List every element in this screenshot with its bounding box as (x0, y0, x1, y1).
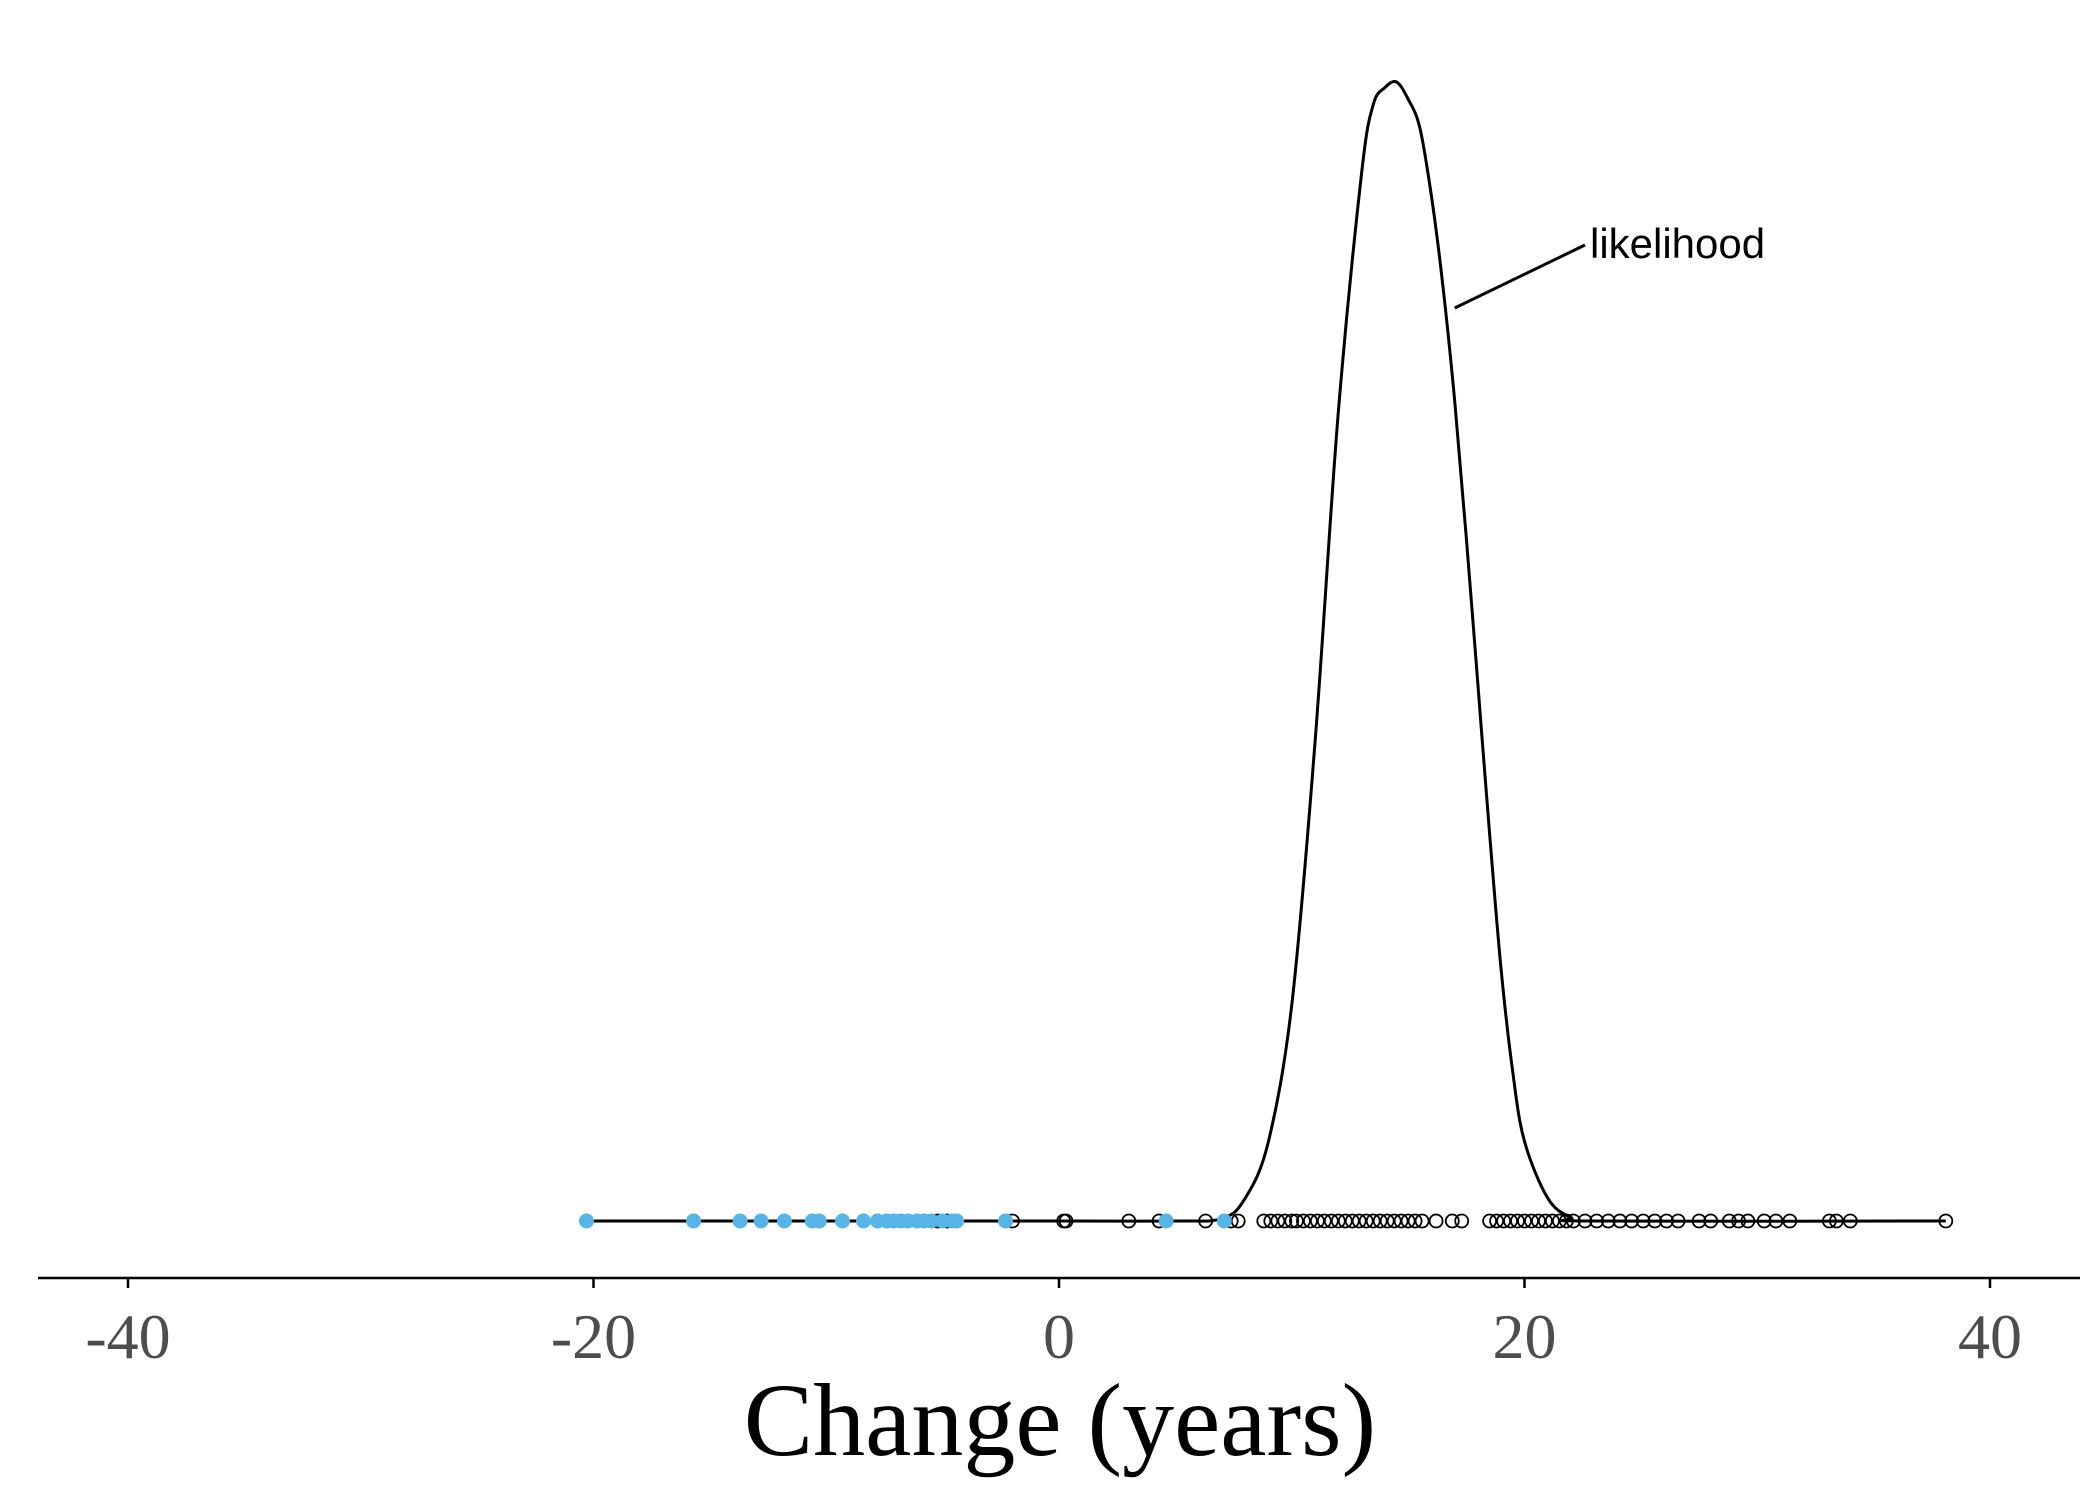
open-data-point (1296, 1213, 1311, 1229)
open-data-point (1393, 1213, 1409, 1229)
open-data-point (1635, 1213, 1651, 1229)
open-data-point (1545, 1213, 1560, 1229)
open-data-point (1517, 1213, 1532, 1229)
open-data-point (1524, 1213, 1539, 1229)
filled-data-point (753, 1213, 769, 1229)
filled-data-point (998, 1213, 1013, 1229)
x-tick-label: 40 (1958, 1301, 2022, 1372)
open-data-point (1600, 1213, 1616, 1229)
open-data-point (1270, 1213, 1286, 1229)
filled-data-point (1216, 1213, 1232, 1229)
filled-data-point (811, 1213, 827, 1229)
filled-data-point (923, 1213, 939, 1229)
x-axis: -40 -20 0 20 40 (38, 1276, 2080, 1372)
open-data-point (1822, 1213, 1837, 1229)
open-data-point (1531, 1213, 1546, 1229)
open-data-point (1263, 1213, 1279, 1229)
filled-data-point (856, 1213, 871, 1229)
open-data-point (1444, 1213, 1460, 1229)
open-data-point (1829, 1213, 1844, 1229)
open-data-point (1740, 1213, 1756, 1229)
open-data-point (1731, 1213, 1746, 1229)
open-data-point (1058, 1213, 1074, 1229)
open-data-point (1289, 1213, 1304, 1229)
x-tick-label: 20 (1493, 1301, 1557, 1372)
open-data-point (1358, 1213, 1374, 1229)
likelihood-curve (586, 80, 1946, 1223)
open-data-point (1330, 1213, 1346, 1229)
open-data-point (1277, 1213, 1293, 1229)
filled-data-point (949, 1213, 965, 1229)
filled-data-point (579, 1213, 594, 1229)
open-data-point (1647, 1213, 1663, 1229)
x-axis-title: Change (years) (744, 1363, 1376, 1478)
filled-data-point (732, 1213, 748, 1229)
open-data-point (1559, 1213, 1574, 1229)
open-data-point (1552, 1213, 1567, 1229)
open-data-point (1454, 1213, 1470, 1229)
open-data-point (1670, 1213, 1686, 1229)
open-data-point (1400, 1213, 1416, 1229)
plot-area (579, 80, 1954, 1229)
open-data-point (1756, 1213, 1772, 1229)
open-data-point (1310, 1213, 1325, 1229)
filled-data-point (835, 1213, 850, 1229)
open-data-point (1938, 1213, 1954, 1229)
open-data-point (1782, 1213, 1798, 1229)
open-data-point (1386, 1213, 1402, 1229)
open-data-point (1323, 1213, 1339, 1229)
open-data-point (1372, 1213, 1388, 1229)
x-tick-label: -40 (85, 1301, 170, 1372)
open-data-point (1538, 1213, 1553, 1229)
open-data-point (1316, 1213, 1332, 1229)
open-data-point (1624, 1213, 1639, 1229)
open-data-point (1198, 1213, 1213, 1229)
annotation: likelihood (1454, 220, 1765, 310)
open-data-point (1428, 1213, 1444, 1229)
open-data-point (1379, 1213, 1395, 1229)
open-data-point (1256, 1213, 1272, 1229)
annotation-label: likelihood (1590, 220, 1765, 267)
open-data-point (1691, 1213, 1707, 1229)
filled-data-point (776, 1213, 792, 1229)
open-data-point (1303, 1213, 1318, 1229)
open-data-point (1121, 1213, 1137, 1229)
open-data-point (1496, 1213, 1511, 1229)
open-data-point (1612, 1213, 1628, 1229)
open-data-point (1721, 1213, 1737, 1229)
open-data-point (1482, 1213, 1497, 1229)
open-data-point (1589, 1213, 1605, 1229)
filled-data-point (1158, 1213, 1174, 1229)
open-data-point (1489, 1213, 1504, 1229)
open-data-point (1414, 1213, 1430, 1229)
open-data-point (1768, 1213, 1784, 1229)
open-data-point (1842, 1213, 1858, 1229)
annotation-leader-line (1454, 243, 1586, 310)
open-data-point (1566, 1213, 1581, 1229)
open-data-point (1503, 1213, 1518, 1229)
filled-data-point (686, 1213, 702, 1229)
open-data-point (1659, 1213, 1674, 1229)
open-data-point (1703, 1213, 1719, 1229)
x-tick-label: 0 (1043, 1301, 1075, 1372)
x-tick-label: -20 (551, 1301, 636, 1372)
open-data-point (1284, 1213, 1300, 1229)
open-data-point (1407, 1213, 1423, 1229)
open-data-point (1351, 1213, 1367, 1229)
open-data-point (1510, 1213, 1525, 1229)
open-data-point (1577, 1213, 1593, 1229)
open-data-point (1365, 1213, 1381, 1229)
